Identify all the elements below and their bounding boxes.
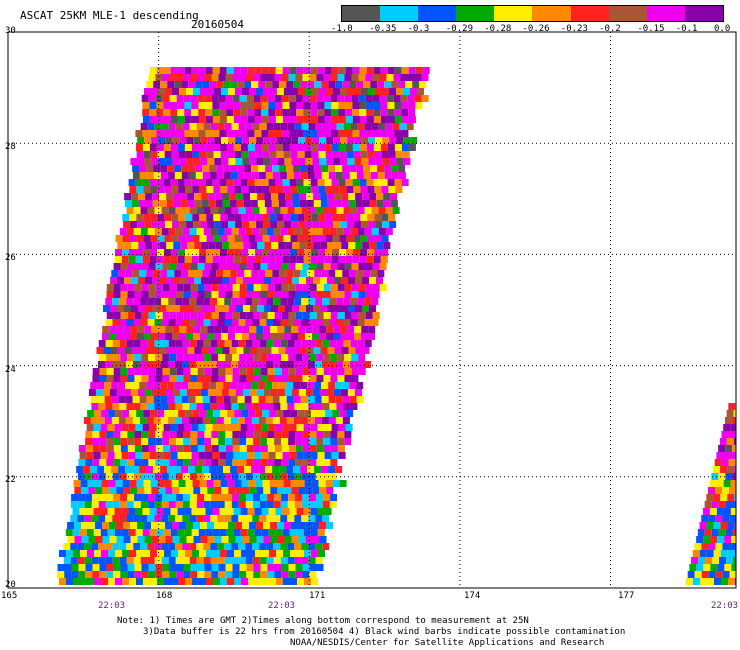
colorbar-label: -0.2 (599, 24, 621, 34)
y-tick-20: 20 (5, 580, 16, 590)
colorbar-segment (608, 6, 647, 21)
colorbar-label: 0.0 (714, 24, 731, 34)
colorbar-label: -0.29 (445, 24, 473, 34)
colorbar-segment (532, 6, 571, 21)
x-tick-174: 174 (464, 591, 481, 601)
colorbar-label: -0.3 (407, 24, 430, 34)
colorbar-segment (456, 6, 495, 21)
y-tick-28: 28 (5, 142, 16, 152)
x-tick-171: 171 (309, 591, 326, 601)
colorbar-label: -0.23 (560, 24, 588, 34)
x-tick-165: 165 (1, 591, 18, 601)
colorbar-segment (494, 6, 533, 21)
colorbar-segment (646, 6, 685, 21)
colorbar-label: -0.1 (675, 24, 698, 34)
y-tick-30: 30 (5, 26, 16, 36)
grid-lines (8, 32, 736, 588)
time-label-3: 22:03 (711, 601, 739, 611)
swath-cells (57, 67, 736, 585)
plot-frame (7, 31, 737, 589)
colorbar-label: -1.0 (331, 24, 353, 34)
colorbar-segment (342, 6, 381, 21)
colorbar-segment (380, 6, 419, 21)
colorbar-segment (570, 6, 609, 21)
colorbar-segment (418, 6, 457, 21)
y-tick-24: 24 (5, 365, 16, 375)
colorbar-segment (684, 6, 723, 21)
note-line-2: 3)Data buffer is 22 hrs from 20160504 4)… (143, 627, 626, 637)
map-date: 20160504 (191, 18, 244, 31)
map-title: ASCAT 25KM MLE-1 descending (20, 9, 199, 22)
colorbar-label: -0.15 (637, 24, 665, 34)
colorbar-label: -0.28 (484, 24, 512, 34)
note-line-1: Note: 1) Times are GMT 2)Times along bot… (117, 616, 529, 626)
y-tick-22: 22 (5, 475, 16, 485)
colorbar-label: -0.26 (522, 24, 550, 34)
note-line-3: NOAA/NESDIS/Center for Satellite Applica… (290, 638, 605, 648)
time-label-1: 22:03 (98, 601, 126, 611)
y-tick-26: 26 (5, 253, 16, 263)
x-tick-168: 168 (156, 591, 173, 601)
x-tick-177: 177 (618, 591, 635, 601)
colorbar-label: -0.35 (369, 24, 397, 34)
colorbar (341, 5, 724, 22)
time-label-2: 22:03 (268, 601, 296, 611)
